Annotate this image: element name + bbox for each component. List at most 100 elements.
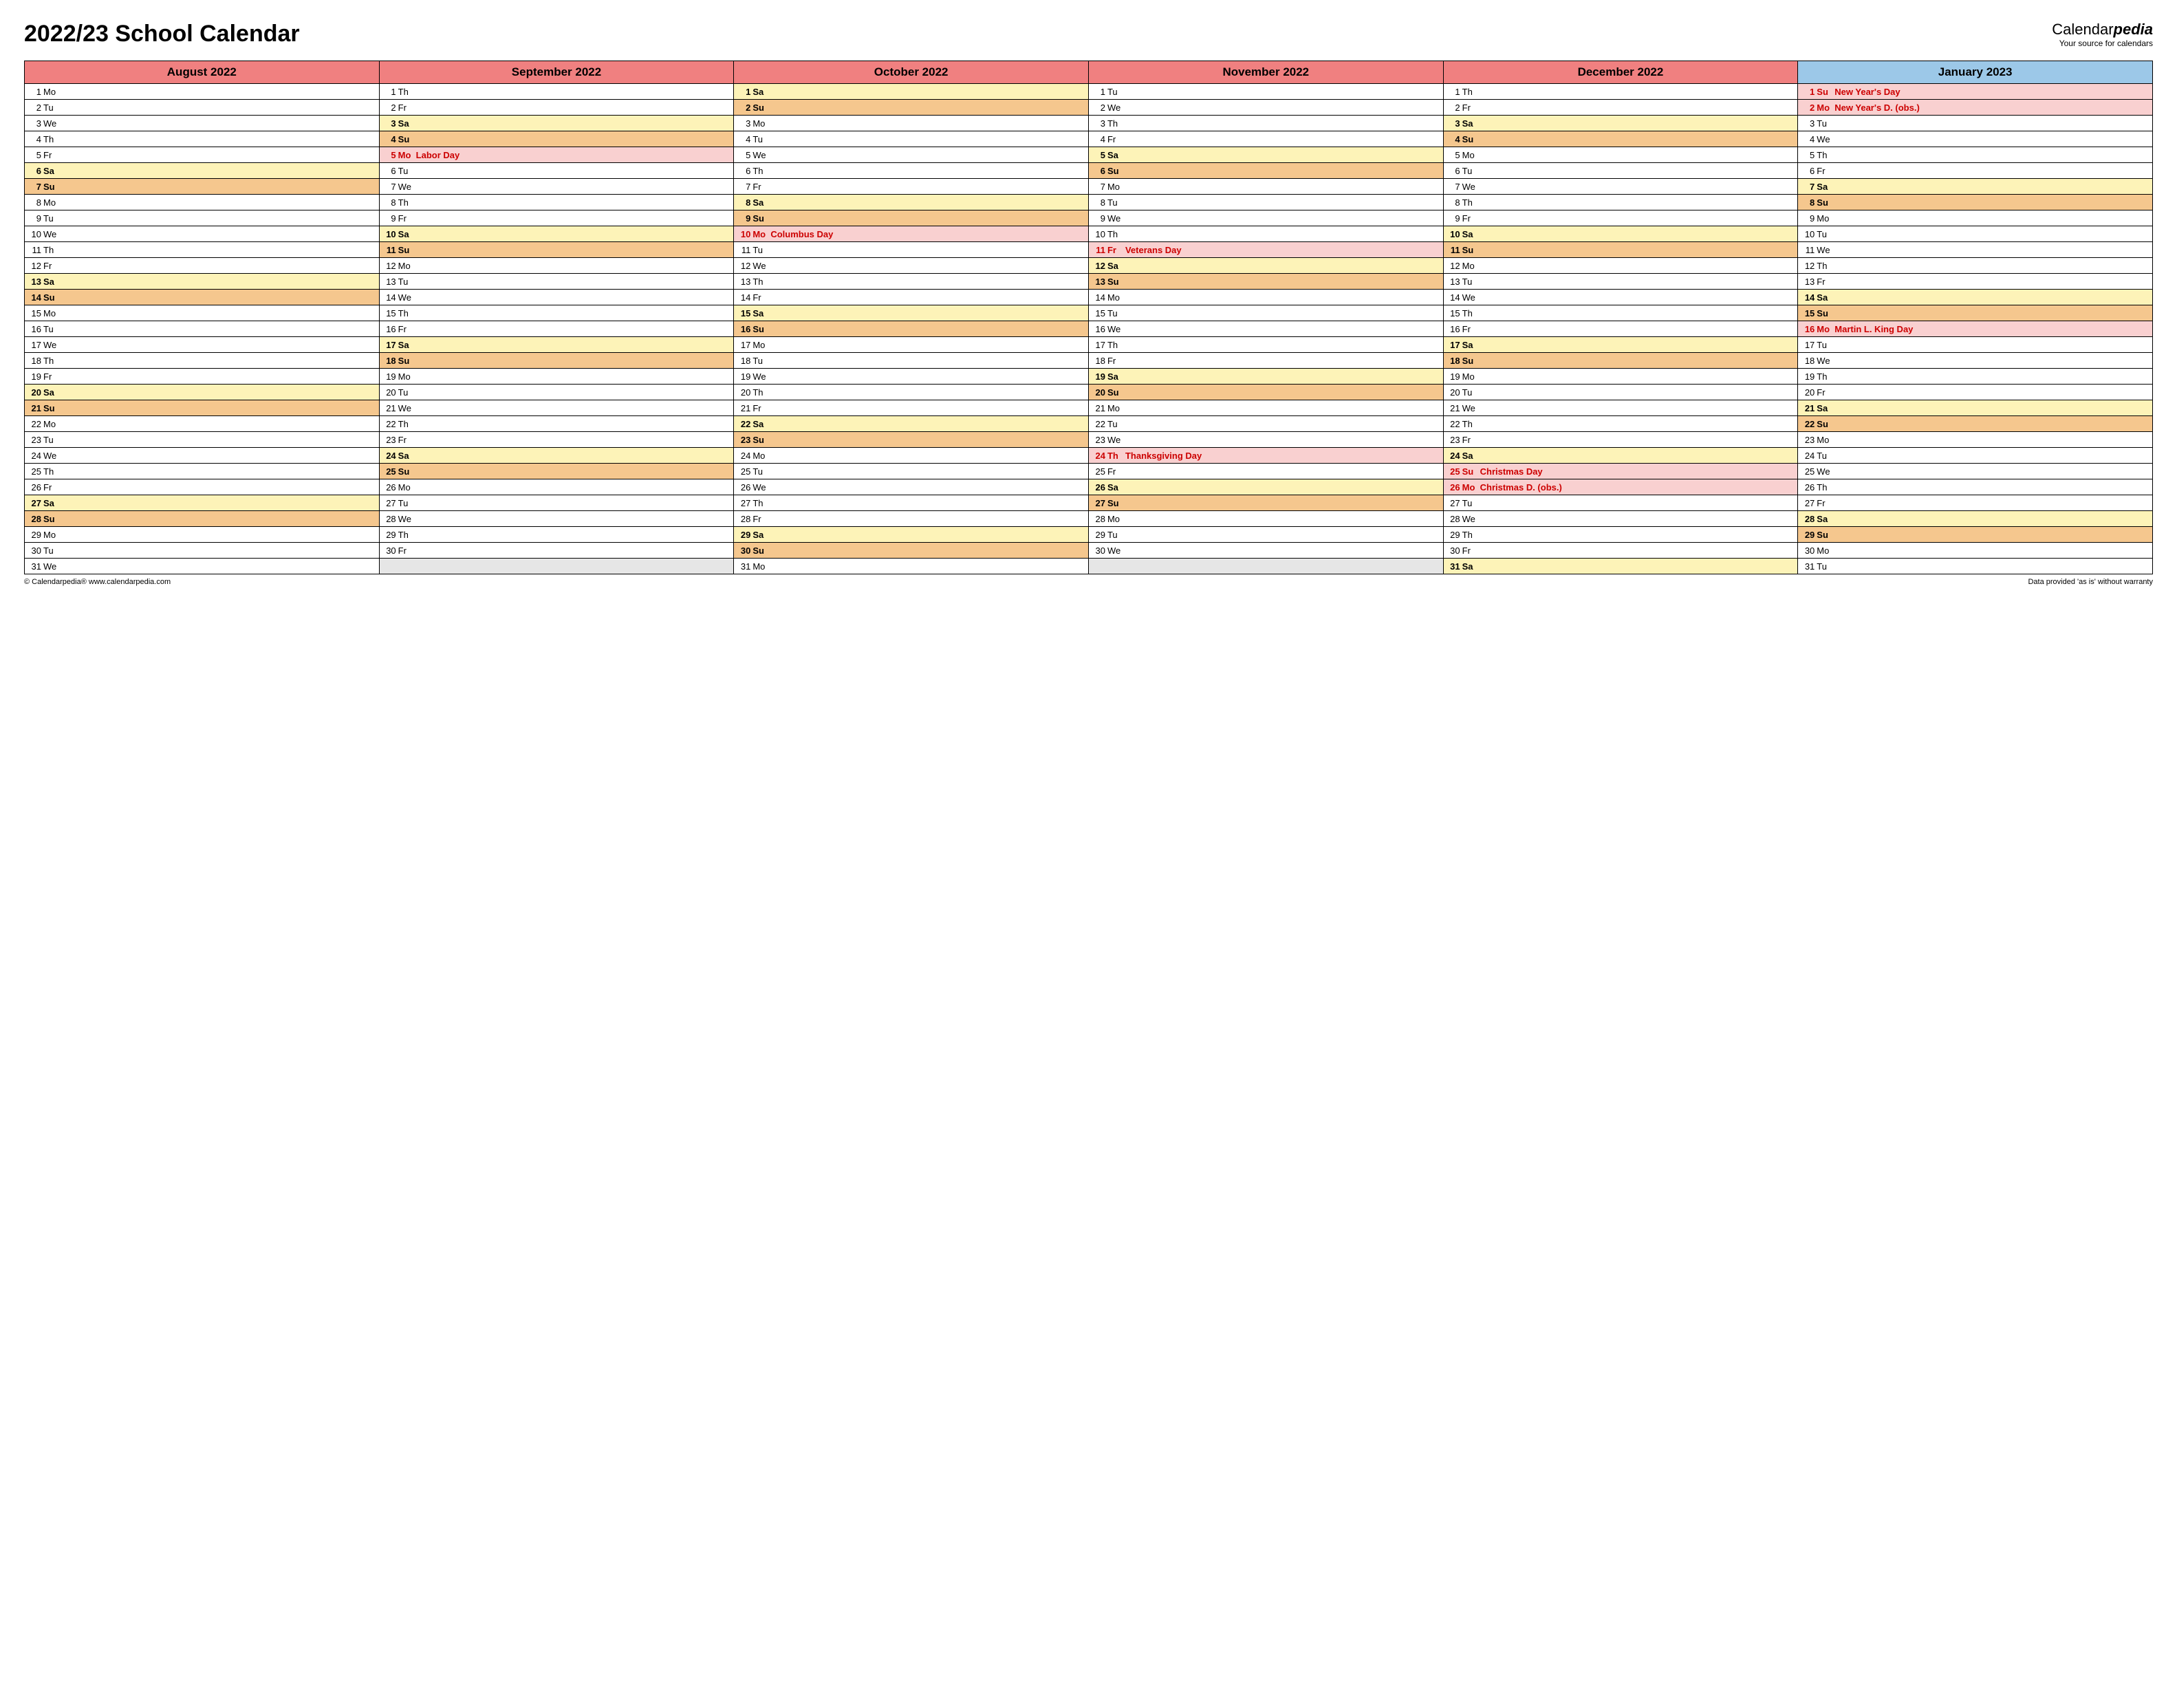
day-cell: 19Fr bbox=[25, 369, 380, 385]
day-cell: 4Th bbox=[25, 131, 380, 147]
day-cell: 5Mo bbox=[1443, 147, 1798, 163]
day-cell: 27Th bbox=[734, 495, 1089, 511]
day-cell: 22Tu bbox=[1088, 416, 1443, 432]
footer-left: © Calendarpedia® www.calendarpedia.com bbox=[24, 578, 171, 586]
day-cell: 3Th bbox=[1088, 116, 1443, 131]
footer: © Calendarpedia® www.calendarpedia.com D… bbox=[24, 578, 2153, 586]
day-cell: 25Su bbox=[379, 464, 734, 479]
month-header: December 2022 bbox=[1443, 61, 1798, 84]
day-cell: 6Su bbox=[1088, 163, 1443, 179]
day-cell: 9Tu bbox=[25, 210, 380, 226]
day-cell: 21Sa bbox=[1798, 400, 2153, 416]
day-cell: 17Sa bbox=[379, 337, 734, 353]
day-cell: 3Sa bbox=[379, 116, 734, 131]
day-cell: 19We bbox=[734, 369, 1089, 385]
day-cell: 25SuChristmas Day bbox=[1443, 464, 1798, 479]
day-cell: 18We bbox=[1798, 353, 2153, 369]
day-cell: 28Su bbox=[25, 511, 380, 527]
day-cell: 1SuNew Year's Day bbox=[1798, 84, 2153, 100]
day-cell bbox=[1088, 559, 1443, 574]
brand-name-1: Calendar bbox=[2052, 21, 2113, 38]
day-cell: 14We bbox=[379, 290, 734, 305]
day-cell: 7Fr bbox=[734, 179, 1089, 195]
brand-name-2: pedia bbox=[2114, 21, 2153, 38]
day-cell: 20Su bbox=[1088, 385, 1443, 400]
day-cell: 25We bbox=[1798, 464, 2153, 479]
day-cell: 6Th bbox=[734, 163, 1089, 179]
day-cell: 22Th bbox=[1443, 416, 1798, 432]
day-cell: 20Tu bbox=[1443, 385, 1798, 400]
day-cell: 1Th bbox=[1443, 84, 1798, 100]
day-cell: 24Sa bbox=[379, 448, 734, 464]
day-cell: 3Sa bbox=[1443, 116, 1798, 131]
day-cell: 8Sa bbox=[734, 195, 1089, 210]
month-header: September 2022 bbox=[379, 61, 734, 84]
day-cell: 25Tu bbox=[734, 464, 1089, 479]
day-cell: 28Sa bbox=[1798, 511, 2153, 527]
month-header: October 2022 bbox=[734, 61, 1089, 84]
day-cell: 7We bbox=[379, 179, 734, 195]
day-cell: 10Sa bbox=[379, 226, 734, 242]
day-cell: 9We bbox=[1088, 210, 1443, 226]
day-cell: 1Th bbox=[379, 84, 734, 100]
day-cell: 14Fr bbox=[734, 290, 1089, 305]
calendar-body: 1Mo1Th1Sa1Tu1Th1SuNew Year's Day2Tu2Fr2S… bbox=[25, 84, 2153, 574]
day-cell: 11FrVeterans Day bbox=[1088, 242, 1443, 258]
day-cell: 11We bbox=[1798, 242, 2153, 258]
day-cell: 12Th bbox=[1798, 258, 2153, 274]
day-cell: 6Tu bbox=[379, 163, 734, 179]
day-cell: 8Su bbox=[1798, 195, 2153, 210]
day-cell: 19Mo bbox=[1443, 369, 1798, 385]
day-cell: 17Mo bbox=[734, 337, 1089, 353]
day-cell: 22Th bbox=[379, 416, 734, 432]
day-cell: 14Su bbox=[25, 290, 380, 305]
day-cell: 14Mo bbox=[1088, 290, 1443, 305]
day-cell: 8Th bbox=[379, 195, 734, 210]
day-cell: 8Th bbox=[1443, 195, 1798, 210]
day-cell: 2Tu bbox=[25, 100, 380, 116]
day-cell: 8Tu bbox=[1088, 195, 1443, 210]
day-cell: 23We bbox=[1088, 432, 1443, 448]
day-cell: 20Sa bbox=[25, 385, 380, 400]
day-cell: 30Mo bbox=[1798, 543, 2153, 559]
day-cell: 11Su bbox=[1443, 242, 1798, 258]
day-cell: 17Sa bbox=[1443, 337, 1798, 353]
day-cell: 7Su bbox=[25, 179, 380, 195]
month-header: August 2022 bbox=[25, 61, 380, 84]
day-cell: 24Tu bbox=[1798, 448, 2153, 464]
day-cell: 26Sa bbox=[1088, 479, 1443, 495]
day-cell: 1Sa bbox=[734, 84, 1089, 100]
day-cell: 28Mo bbox=[1088, 511, 1443, 527]
day-cell: 21Fr bbox=[734, 400, 1089, 416]
day-cell: 18Fr bbox=[1088, 353, 1443, 369]
day-cell: 9Fr bbox=[1443, 210, 1798, 226]
day-cell: 22Su bbox=[1798, 416, 2153, 432]
day-cell: 31Mo bbox=[734, 559, 1089, 574]
day-cell: 21We bbox=[1443, 400, 1798, 416]
day-cell: 5We bbox=[734, 147, 1089, 163]
day-cell: 13Sa bbox=[25, 274, 380, 290]
day-cell: 23Mo bbox=[1798, 432, 2153, 448]
day-cell: 2Fr bbox=[1443, 100, 1798, 116]
day-cell: 4Su bbox=[379, 131, 734, 147]
footer-right: Data provided 'as is' without warranty bbox=[2028, 578, 2153, 586]
day-cell: 20Th bbox=[734, 385, 1089, 400]
page-title: 2022/23 School Calendar bbox=[24, 21, 300, 47]
day-cell: 1Tu bbox=[1088, 84, 1443, 100]
day-cell: 29Tu bbox=[1088, 527, 1443, 543]
day-cell: 21Su bbox=[25, 400, 380, 416]
day-cell: 17Tu bbox=[1798, 337, 2153, 353]
day-cell: 13Su bbox=[1088, 274, 1443, 290]
day-cell: 16Tu bbox=[25, 321, 380, 337]
day-cell: 15Tu bbox=[1088, 305, 1443, 321]
day-cell: 24Mo bbox=[734, 448, 1089, 464]
day-cell: 13Tu bbox=[379, 274, 734, 290]
day-cell: 27Fr bbox=[1798, 495, 2153, 511]
day-cell: 21Mo bbox=[1088, 400, 1443, 416]
day-cell: 12Sa bbox=[1088, 258, 1443, 274]
day-cell: 18Su bbox=[1443, 353, 1798, 369]
day-cell: 15Su bbox=[1798, 305, 2153, 321]
calendar-header-row: August 2022September 2022October 2022Nov… bbox=[25, 61, 2153, 84]
day-cell: 31Sa bbox=[1443, 559, 1798, 574]
day-cell: 5Th bbox=[1798, 147, 2153, 163]
